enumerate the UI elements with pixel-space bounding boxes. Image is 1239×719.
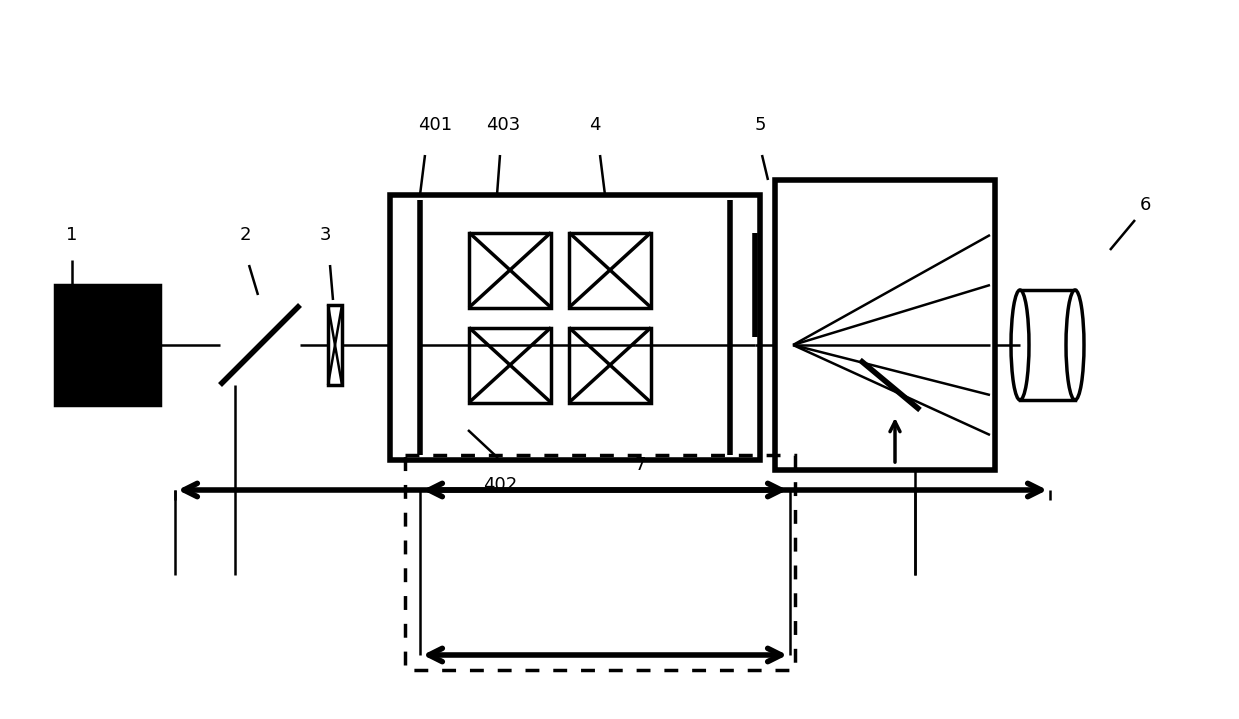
Bar — [569, 232, 650, 308]
Text: 4: 4 — [590, 116, 601, 134]
Bar — [390, 195, 760, 460]
Text: 402: 402 — [483, 476, 517, 494]
Text: 5: 5 — [755, 116, 766, 134]
Bar — [328, 305, 342, 385]
Text: 3: 3 — [320, 226, 331, 244]
Text: 6: 6 — [1140, 196, 1151, 214]
Text: 1: 1 — [67, 226, 78, 244]
Bar — [470, 327, 551, 403]
Ellipse shape — [1066, 290, 1084, 400]
Bar — [1020, 290, 1075, 400]
Ellipse shape — [1011, 290, 1030, 400]
Text: 403: 403 — [486, 116, 520, 134]
Bar — [776, 180, 995, 470]
Text: 7: 7 — [634, 456, 646, 474]
Text: 401: 401 — [418, 116, 452, 134]
Bar — [55, 285, 160, 405]
Bar — [470, 232, 551, 308]
Bar — [405, 455, 795, 670]
Text: 2: 2 — [239, 226, 250, 244]
Bar — [569, 327, 650, 403]
